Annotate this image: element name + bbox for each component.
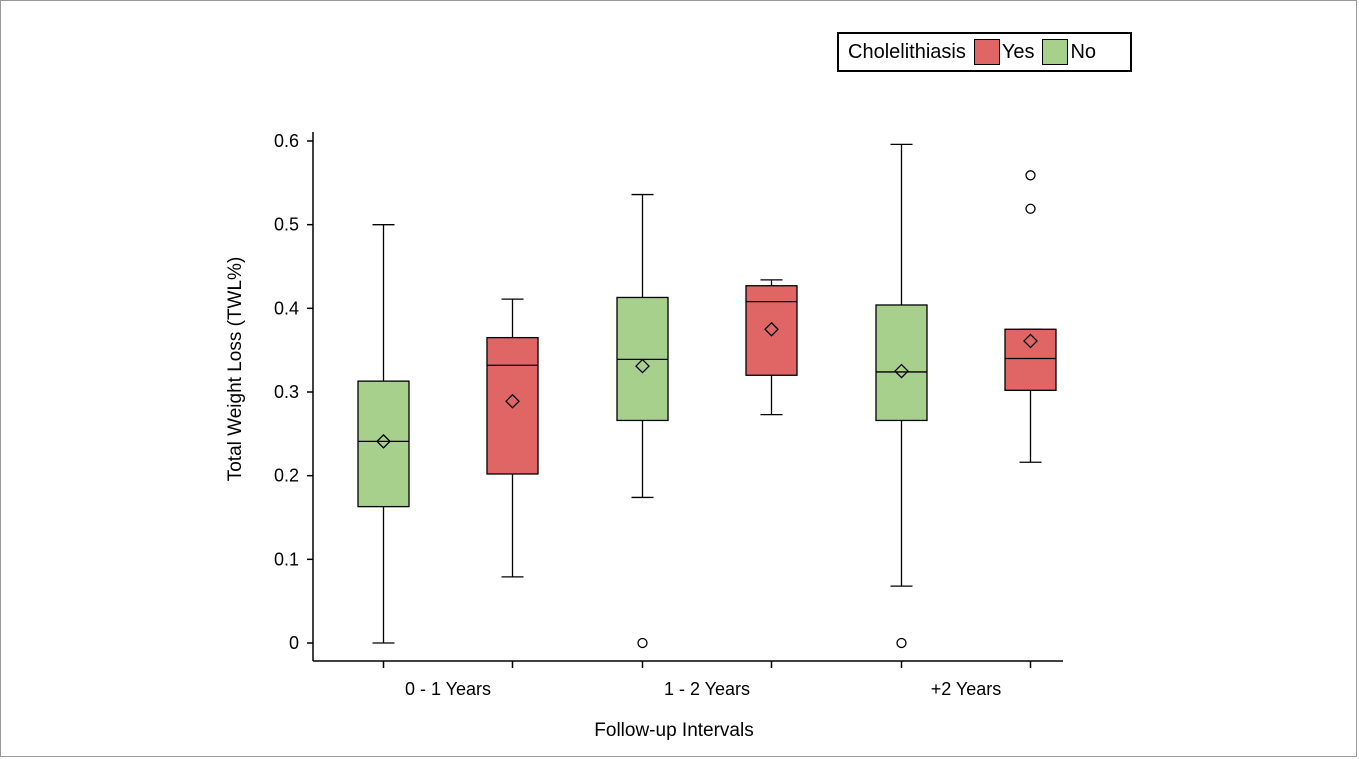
y-tick-label: 0.2 [274,466,299,486]
box-yes-1 [745,285,798,376]
mean-marker-yes-2 [1023,333,1038,349]
y-tick-label: 0.1 [274,549,299,569]
x-tick-label: +2 Years [931,679,1002,699]
legend-label-no: No [1070,40,1097,63]
mean-marker-no-2 [894,363,909,379]
x-axis-label: Follow-up Intervals [594,720,753,741]
outlier-point-yes-2-0 [1025,203,1036,214]
legend-swatch-no [1042,39,1069,65]
outlier-point-yes-2-1 [1025,170,1036,181]
legend-label-yes: Yes [1001,40,1035,63]
box-no-2 [875,304,928,422]
x-tick-label: 1 - 2 Years [664,679,750,699]
y-tick-label: 0.3 [274,382,299,402]
mean-marker-yes-0 [505,393,520,409]
mean-marker-no-1 [635,358,650,374]
outlier-point-no-1-0 [637,637,648,649]
box-yes-0 [486,336,539,475]
legend-swatch-yes [973,39,1000,65]
y-tick-label: 0 [289,633,299,653]
mean-marker-yes-1 [764,321,779,337]
legend: Cholelithiasis Yes No [837,32,1132,72]
mean-marker-no-0 [376,433,391,449]
y-tick-label: 0.4 [274,298,299,318]
box-no-0 [357,380,410,508]
outlier-point-no-2-0 [896,637,907,649]
y-tick-label: 0.6 [274,131,299,151]
y-tick-label: 0.5 [274,215,299,235]
box-yes-2 [1004,328,1057,391]
legend-title: Cholelithiasis [848,40,966,63]
y-axis-label: Total Weight Loss (TWL%) [225,257,246,482]
x-tick-label: 0 - 1 Years [405,679,491,699]
